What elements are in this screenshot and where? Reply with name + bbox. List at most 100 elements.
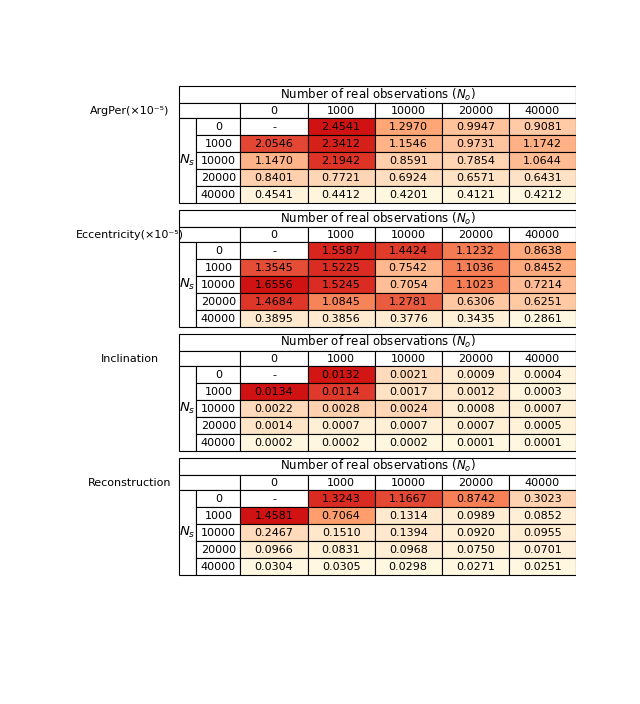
Text: 0.0114: 0.0114 [322, 386, 360, 397]
Text: 0.4201: 0.4201 [388, 189, 428, 200]
Bar [241, 558, 308, 575]
Text: 40000: 40000 [525, 106, 560, 115]
Bar [241, 152, 308, 169]
Text: 0: 0 [271, 477, 278, 488]
Bar [374, 541, 442, 558]
Text: 0.3776: 0.3776 [388, 313, 428, 324]
Text: 0.0989: 0.0989 [456, 510, 495, 521]
Bar [196, 310, 241, 327]
Bar [509, 558, 576, 575]
Bar [196, 276, 241, 293]
Text: 40000: 40000 [201, 562, 236, 572]
Bar [509, 400, 576, 417]
Bar [179, 103, 241, 118]
Bar [509, 524, 576, 541]
Bar [196, 135, 241, 152]
Bar [241, 242, 308, 259]
Bar [308, 475, 374, 490]
Bar [509, 169, 576, 186]
Text: 40000: 40000 [525, 230, 560, 239]
Bar [241, 524, 308, 541]
Bar [196, 259, 241, 276]
Text: 10000: 10000 [390, 353, 426, 363]
Text: 20000: 20000 [458, 353, 493, 363]
Text: 0: 0 [215, 246, 222, 256]
Text: 0.0134: 0.0134 [255, 386, 293, 397]
Bar [196, 186, 241, 203]
Text: 0.0955: 0.0955 [523, 527, 562, 538]
Bar [196, 293, 241, 310]
Bar [442, 169, 509, 186]
Bar [374, 103, 442, 118]
Text: 1.1470: 1.1470 [255, 156, 293, 165]
Bar [196, 152, 241, 169]
Text: 1.4581: 1.4581 [255, 510, 293, 521]
Bar [241, 103, 308, 118]
Text: 0.0966: 0.0966 [255, 545, 293, 555]
Bar [179, 334, 576, 351]
Text: 2.1942: 2.1942 [321, 156, 361, 165]
Text: 0.0007: 0.0007 [523, 403, 562, 414]
Bar [241, 490, 308, 507]
Bar [442, 118, 509, 135]
Bar [241, 383, 308, 400]
Bar [308, 366, 374, 383]
Text: Eccentricity(×10⁻⁵): Eccentricity(×10⁻⁵) [76, 230, 184, 239]
Text: 20000: 20000 [201, 296, 236, 307]
Bar [374, 310, 442, 327]
Text: 0.8638: 0.8638 [523, 246, 562, 256]
Bar [196, 507, 241, 524]
Text: 0.7854: 0.7854 [456, 156, 495, 165]
Bar [308, 227, 374, 242]
Bar [374, 558, 442, 575]
Text: 10000: 10000 [201, 156, 236, 165]
Text: 0.2467: 0.2467 [255, 527, 294, 538]
Text: Reconstruction: Reconstruction [88, 477, 172, 488]
Bar [442, 242, 509, 259]
Bar [308, 118, 374, 135]
Text: 0.6251: 0.6251 [523, 296, 562, 307]
Bar [241, 366, 308, 383]
Text: 0.0014: 0.0014 [255, 420, 293, 431]
Bar [241, 541, 308, 558]
Text: 1.3545: 1.3545 [255, 263, 293, 272]
Text: 0.6924: 0.6924 [388, 172, 428, 182]
Text: $N_s$: $N_s$ [179, 401, 196, 416]
Text: $N_s$: $N_s$ [179, 277, 196, 292]
Bar [509, 541, 576, 558]
Bar [374, 490, 442, 507]
Bar [179, 458, 576, 475]
Bar [308, 293, 374, 310]
Text: 0.7054: 0.7054 [388, 279, 428, 289]
Text: 0.0007: 0.0007 [389, 420, 428, 431]
Bar [196, 169, 241, 186]
Text: 1.3243: 1.3243 [322, 494, 360, 504]
Text: 1000: 1000 [204, 510, 232, 521]
Bar [179, 490, 196, 575]
Text: 1000: 1000 [204, 263, 232, 272]
Text: 0: 0 [271, 230, 278, 239]
Text: 1.1232: 1.1232 [456, 246, 495, 256]
Bar [241, 135, 308, 152]
Bar [241, 259, 308, 276]
Text: 40000: 40000 [525, 353, 560, 363]
Bar [308, 186, 374, 203]
Bar [442, 507, 509, 524]
Bar [241, 351, 308, 366]
Bar [196, 417, 241, 434]
Text: 0.0024: 0.0024 [388, 403, 428, 414]
Text: -: - [272, 494, 276, 504]
Text: 0.0132: 0.0132 [322, 370, 360, 379]
Bar [196, 366, 241, 383]
Bar [509, 351, 576, 366]
Bar [308, 351, 374, 366]
Bar [241, 186, 308, 203]
Bar [179, 366, 196, 451]
Text: 0.3856: 0.3856 [322, 313, 360, 324]
Text: 0.9081: 0.9081 [523, 122, 562, 132]
Text: 20000: 20000 [201, 545, 236, 555]
Text: 0.4412: 0.4412 [321, 189, 360, 200]
Text: 1.4424: 1.4424 [388, 246, 428, 256]
Bar [374, 276, 442, 293]
Text: 0.0852: 0.0852 [523, 510, 562, 521]
